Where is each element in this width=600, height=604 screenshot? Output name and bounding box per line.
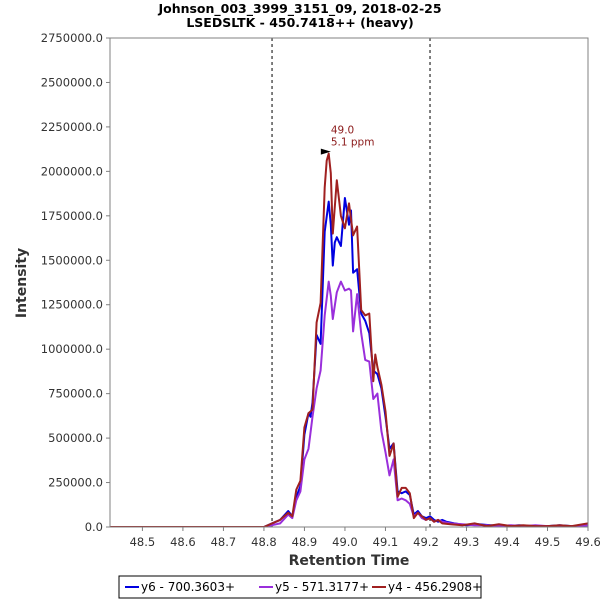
x-tick-label: 49.0 (332, 535, 358, 549)
y-tick-label: 500000.0 (48, 431, 103, 445)
series-lines (110, 152, 588, 527)
peak-ppm-label: 5.1 ppm (331, 137, 375, 149)
peak-rt-label: 49.0 (331, 125, 354, 137)
x-tick-label: 48.8 (251, 535, 277, 549)
peak-marker-icon (320, 148, 331, 155)
x-tick-label: 48.6 (170, 535, 196, 549)
series-line-1 (110, 280, 588, 527)
peak-annotation: 49.0 5.1 ppm (320, 125, 375, 155)
integration-bounds (271, 38, 431, 527)
x-tick-label: 48.7 (211, 535, 237, 549)
chart-subtitle: LSEDSLTK - 450.7418++ (heavy) (186, 15, 413, 30)
series-line-2 (110, 152, 588, 527)
x-tick-label: 49.5 (535, 535, 561, 549)
y-tick-label: 1500000.0 (41, 253, 103, 267)
y-tick-label: 2500000.0 (41, 75, 103, 89)
y-tick-label: 2750000.0 (41, 31, 103, 45)
legend-label-2: y4 - 456.2908+ (388, 580, 482, 594)
y-tick-label: 0.0 (85, 520, 103, 534)
y-tick-label: 750000.0 (48, 387, 103, 401)
legend-frame (118, 575, 482, 599)
chart-title: Johnson_003_3999_3151_09, 2018-02-25 (157, 1, 441, 17)
x-axis-label: Retention Time (289, 553, 410, 569)
y-tick-label: 250000.0 (48, 476, 103, 490)
x-tick-label: 49.2 (413, 535, 439, 549)
plot-frame (109, 37, 589, 528)
legend-label-0: y6 - 700.3603+ (141, 580, 235, 594)
chart-legend: y6 - 700.3603+ y5 - 571.3177+ y4 - 456.290… (118, 575, 482, 599)
series-line-0 (110, 197, 588, 527)
legend-label-1: y5 - 571.3177+ (275, 580, 369, 594)
y-tick-label: 1000000.0 (41, 342, 103, 356)
y-tick-label: 2250000.0 (41, 120, 103, 134)
x-tick-label: 49.3 (454, 535, 480, 549)
x-axis: 48.5 48.6 48.7 48.8 48.9 49.0 49.1 49.2 49.3 49.4… (130, 527, 600, 549)
y-axis-label: Intensity (14, 248, 30, 318)
y-tick-label: 2000000.0 (41, 164, 103, 178)
x-tick-label: 49.6 (575, 535, 600, 549)
x-tick-label: 49.1 (373, 535, 399, 549)
x-tick-label: 48.9 (292, 535, 318, 549)
x-tick-label: 49.4 (494, 535, 520, 549)
x-tick-label: 48.5 (130, 535, 156, 549)
y-axis: 0.0 250000.0 500000.0 750000.0 1000000.0 1250… (41, 31, 110, 534)
y-tick-label: 1750000.0 (41, 209, 103, 223)
y-tick-label: 1250000.0 (41, 298, 103, 312)
